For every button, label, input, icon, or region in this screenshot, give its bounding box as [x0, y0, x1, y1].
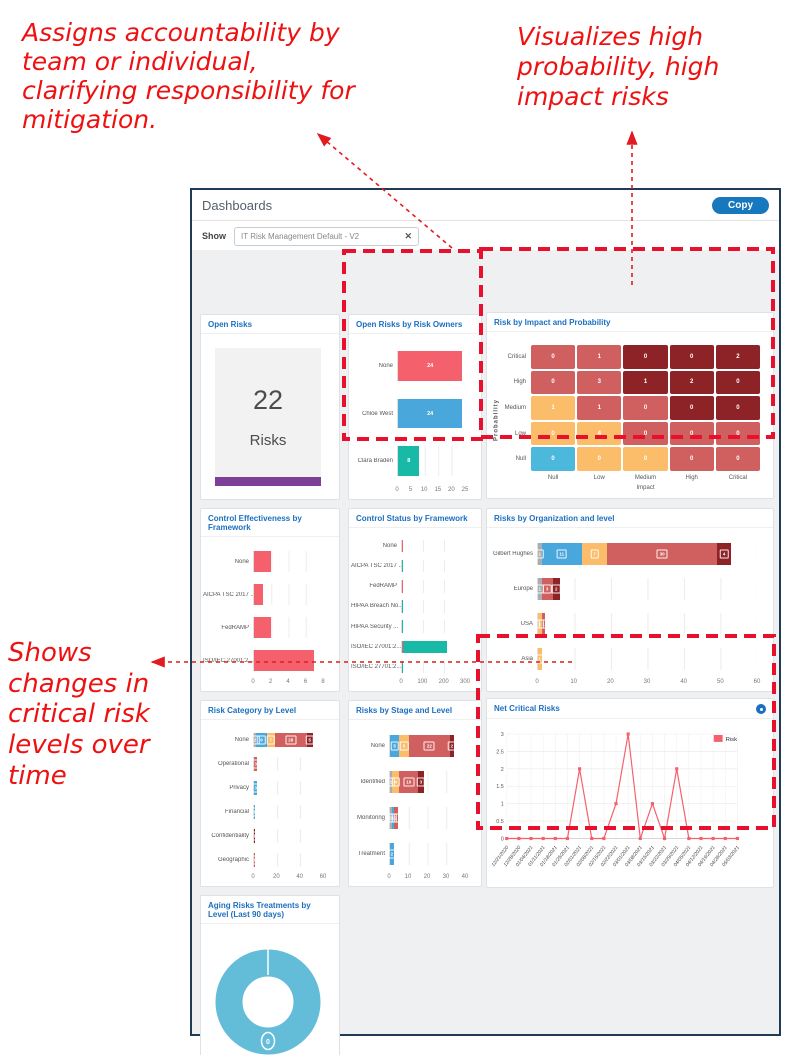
- panel-title: Risks by Organization and level: [494, 514, 615, 523]
- chart-control-status: None AICPA TSC 2017 ... FedRAMP HIPAA Breac…: [349, 528, 481, 691]
- panel-open-risks: Open Risks 22 Risks: [200, 314, 340, 500]
- chart-open-risks-by-owner: None 24 Chloe West 24 Clara Braden 8 0 5 10 15 20 2…: [349, 334, 481, 499]
- panel-title: Risks by Stage and Level: [356, 706, 453, 715]
- open-risks-level-bar: [215, 477, 321, 486]
- annotation-line: clarifying responsibility for: [22, 76, 355, 105]
- dashboard-filter-bar: Show IT Risk Management Default - V2 ✕: [192, 221, 779, 252]
- panel-title: Control Effectiveness by Framework: [208, 514, 302, 532]
- chart-aging-risk-treatments: 0: [201, 924, 339, 1055]
- svg-text:3: 3: [501, 732, 504, 738]
- panel-net-critical-risks: Net Critical Risks 0 0.5 1 1.5 2 2.5 3 12/21/20…: [486, 698, 774, 888]
- chart-risk-heatmap: Probability Critical 0 1 0 0 2 High 0 3 1 2 0 Medium 1…: [487, 332, 773, 498]
- annotation-line: changes in: [8, 668, 150, 699]
- dashboard-header: Dashboards Copy: [192, 190, 779, 221]
- svg-text:1.5: 1.5: [496, 784, 504, 790]
- chart-risks-by-stage: None 5 5 22 2 Identified 1 4 10 3 Monitoring 1 1 2 Tre…: [349, 720, 481, 886]
- annotation-line: critical risk: [8, 699, 150, 730]
- annotation-line: impact risks: [517, 82, 669, 111]
- panel-title: Risk by Impact and Probability: [494, 318, 611, 327]
- svg-text:2.5: 2.5: [496, 749, 504, 755]
- copy-button[interactable]: Copy: [712, 196, 769, 214]
- annotation-accountability: Assigns accountability by team or indivi…: [22, 18, 355, 134]
- annotation-line: mitigation.: [22, 105, 158, 134]
- panel-aging-risk-treatments: Aging Risks Treatments by Level (Last 90…: [200, 895, 340, 1055]
- page-title: Dashboards: [202, 197, 273, 213]
- annotation-line: team or individual,: [22, 47, 258, 76]
- show-label: Show: [202, 231, 226, 241]
- annotation-line: time: [8, 760, 67, 791]
- svg-text:0: 0: [501, 836, 504, 842]
- panel-risks-by-stage: Risks by Stage and Level None 5 5 22 2 Identi…: [348, 700, 482, 887]
- panel-title: Net Critical Risks: [494, 704, 560, 713]
- svg-text:Risk: Risk: [726, 737, 738, 743]
- panel-open-risks-by-owner: Open Risks by Risk Owners None 24 Chloe We…: [348, 314, 482, 500]
- annotation-line: probability, high: [517, 52, 720, 81]
- chart-control-effectiveness: None AICPA TSC 2017 ... FedRAMP ISO/IEC 270…: [201, 537, 339, 691]
- chart-risk-category: None 2 9 7 28 5 Operational 3 Privacy 3 Financial 1…: [201, 720, 339, 886]
- panel-risk-category: Risk Category by Level None 2 9 7 28 5 Operati…: [200, 700, 340, 887]
- open-risks-unit: Risks: [249, 432, 287, 449]
- panel-title: Open Risks: [208, 320, 253, 329]
- annotation-line: Shows: [8, 638, 92, 668]
- panel-title: Risk Category by Level: [208, 706, 297, 715]
- dashboard-window: Dashboards Copy Show IT Risk Management …: [190, 188, 781, 1055]
- panel-risk-heatmap: Risk by Impact and Probability Probabili…: [486, 312, 774, 499]
- panel-title: Aging Risks Treatments by Level (Last 90…: [208, 901, 311, 919]
- open-risks-count: 22: [252, 385, 284, 415]
- svg-text:0.5: 0.5: [496, 819, 504, 825]
- svg-text:0: 0: [266, 1039, 270, 1046]
- annotation-line: levels over: [8, 730, 150, 761]
- panel-control-status: Control Status by Framework None AICPA TS…: [348, 508, 482, 692]
- annotation-heatmap: Visualizes high probability, high impact…: [517, 22, 719, 112]
- annotation-critical-risks: Shows changes in critical risk levels ov…: [8, 638, 150, 791]
- panel-control-effectiveness: Control Effectiveness by Framework None A…: [200, 508, 340, 692]
- chart-risks-by-org: Gilbert Hughes 1 11 7 30 4 Europe 1 3 2 USA 1 1 Asia 1…: [487, 528, 773, 691]
- svg-text:1: 1: [501, 802, 504, 808]
- panel-title: Open Risks by Risk Owners: [356, 320, 463, 329]
- chart-net-critical-risks: 0 0.5 1 1.5 2 2.5 3 12/21/2020 12/28/2020 01/04/2…: [487, 719, 773, 887]
- panel-title: Control Status by Framework: [356, 514, 468, 523]
- open-risks-card: 22 Risks: [215, 348, 321, 486]
- clear-icon[interactable]: ✕: [404, 230, 412, 241]
- panel-risks-by-org: Risks by Organization and level Gilbert …: [486, 508, 774, 692]
- eye-icon[interactable]: [756, 704, 766, 714]
- dashboard-select[interactable]: IT Risk Management Default - V2 ✕: [234, 226, 419, 246]
- svg-text:2: 2: [501, 767, 504, 773]
- dashboard-select-value: IT Risk Management Default - V2: [241, 231, 360, 241]
- dashboard-content: Open Risks 22 Risks Open Risks by Risk O…: [192, 250, 779, 1055]
- annotation-line: Visualizes high: [517, 22, 704, 51]
- annotation-line: Assigns accountability by: [22, 18, 340, 47]
